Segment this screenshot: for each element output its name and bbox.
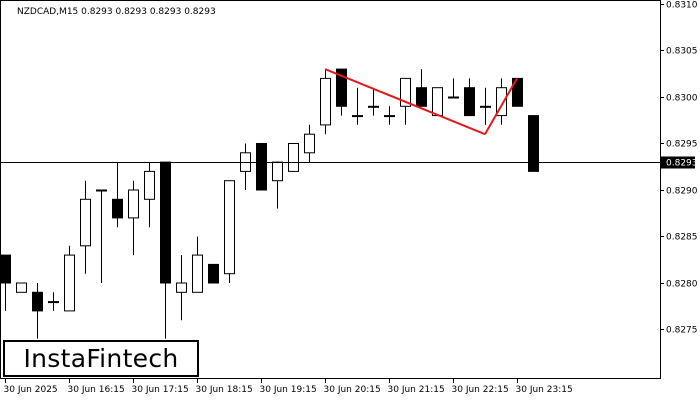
candle-body-bull: [224, 180, 235, 275]
candle: [16, 282, 27, 293]
price-tick-label: 0.8275: [666, 326, 698, 336]
time-tick-label: 30 Jun 19:15: [260, 385, 317, 395]
candle-body-bull: [272, 161, 283, 182]
candle: [432, 87, 443, 117]
brand-logo: InstaFintech: [3, 340, 199, 377]
candle-body-bear: [512, 77, 523, 107]
candle: [480, 87, 491, 125]
candle: [176, 255, 187, 321]
candle: [496, 78, 507, 125]
candle: [528, 115, 539, 172]
candle: [0, 254, 11, 311]
pattern-line-segment: [324, 68, 486, 136]
current-price-tag: [661, 156, 695, 169]
candle-body-bear: [112, 198, 123, 219]
time-tick-label: 30 Jun 16:15: [68, 385, 125, 395]
candle-body-bull: [352, 115, 363, 118]
candle-body-bull: [448, 96, 459, 99]
candle-body-bull: [128, 189, 139, 219]
candle-body-bear: [208, 263, 219, 284]
candle-body-bear: [32, 291, 43, 312]
candle-body-bull: [96, 189, 107, 192]
candle-body-bull: [480, 105, 491, 108]
candle-body-bear: [256, 143, 267, 191]
candle: [192, 236, 203, 293]
candle: [288, 143, 299, 172]
candle-body-bull: [288, 143, 299, 172]
time-tick-label: 30 Jun 21:15: [388, 385, 445, 395]
candle-body-bull: [368, 105, 379, 108]
candle-body-bull: [48, 301, 59, 304]
price-tick-label: 0.8310: [666, 1, 698, 11]
candle: [464, 78, 475, 117]
candle-body-bear: [160, 161, 171, 284]
plot-frame: [0, 0, 661, 379]
candle-body-bull: [304, 133, 315, 154]
candle-body-bear: [528, 115, 539, 172]
candle: [352, 87, 363, 125]
candle-body-bull: [80, 198, 91, 247]
price-tick-label: 0.8290: [666, 187, 698, 197]
price-tick-label: 0.8300: [666, 94, 698, 104]
time-tick-label: 30 Jun 22:15: [452, 385, 509, 395]
candle-body-bear: [336, 68, 347, 107]
candle: [368, 87, 379, 116]
candle: [384, 106, 395, 125]
time-tick-label: 30 Jun 17:15: [132, 385, 189, 395]
candle: [304, 124, 315, 163]
candle: [320, 69, 331, 135]
candle-body-bear: [464, 87, 475, 117]
candle-body-bear: [0, 254, 11, 284]
candle: [144, 162, 155, 228]
price-tick-label: 0.8305: [666, 47, 698, 57]
candle: [32, 283, 43, 339]
candle-body-bull: [384, 115, 395, 118]
symbol-header: NZDCAD,M15 0.8293 0.8293 0.8293 0.8293: [17, 7, 216, 17]
pattern-layer: [324, 68, 518, 136]
candle: [160, 161, 171, 339]
candle: [64, 245, 75, 312]
candle: [208, 263, 219, 284]
pattern-line-segment: [484, 77, 518, 135]
price-tick-label: 0.8285: [666, 233, 698, 243]
brand-logo-text: InstaFintech: [23, 344, 179, 373]
time-tick-label: 30 Jun 18:15: [196, 385, 253, 395]
candle-body-bull: [16, 282, 27, 293]
candle: [80, 180, 91, 274]
time-tick-label: 30 Jun 23:15: [516, 385, 573, 395]
candle: [256, 143, 267, 191]
candle-body-bear: [416, 87, 427, 107]
candle: [240, 143, 251, 190]
candle: [448, 78, 459, 99]
candle: [512, 77, 523, 107]
candles-layer: [0, 68, 539, 339]
time-tick-label: 30 Jun 20:15: [324, 385, 381, 395]
current-price-label: 0.8293: [666, 159, 698, 169]
candle: [48, 292, 59, 311]
candle-body-bull: [144, 170, 155, 200]
price-tick-label: 0.8295: [666, 140, 698, 150]
candle: [416, 69, 427, 107]
candle: [96, 189, 107, 283]
time-axis: 30 Jun 2025 30 Jun 16:15 30 Jun 17:15 30 Ju…: [4, 379, 573, 395]
price-tick-label: 0.8280: [666, 280, 698, 290]
candle-body-bull: [320, 77, 331, 126]
candle-body-bull: [64, 254, 75, 312]
candle-body-bull: [192, 254, 203, 293]
candle-body-bull: [432, 87, 443, 117]
candle: [224, 180, 235, 283]
candle-body-bull: [176, 282, 187, 293]
candle: [112, 162, 123, 228]
candle-body-bull: [400, 77, 411, 107]
price-axis: 0.8310 0.8305 0.8300 0.8295 0.8290 0.8285 0.82…: [660, 1, 698, 336]
time-tick-label: 30 Jun 2025: [4, 385, 58, 395]
candle: [272, 161, 283, 209]
candle: [128, 180, 139, 256]
candle-body-bull: [496, 87, 507, 117]
